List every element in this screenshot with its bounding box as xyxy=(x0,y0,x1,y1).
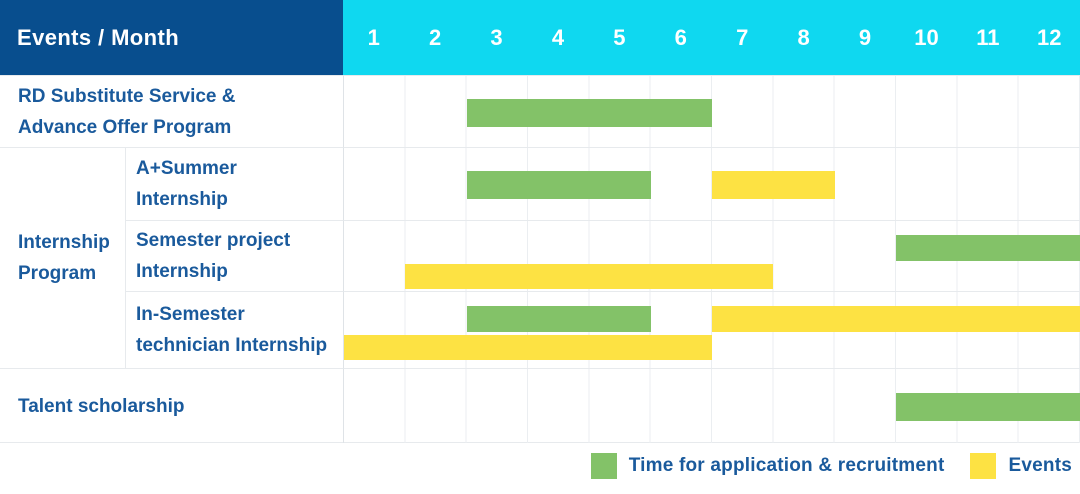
month-label: 3 xyxy=(490,24,503,50)
row-bars-talent-scholarship xyxy=(343,368,1080,443)
gantt-bar-application xyxy=(896,393,1080,421)
row-label-semester-project: Semester project Internship xyxy=(125,220,343,291)
gantt-table: Events / Month 1 2 3 4 5 6 7 8 9 10 11 1… xyxy=(0,0,1080,443)
row-label-line: Talent scholarship xyxy=(18,395,185,417)
legend-swatch-application-icon xyxy=(590,453,617,479)
gantt-bar-application xyxy=(466,306,651,332)
month-label: 8 xyxy=(797,24,810,50)
legend-swatch-events-icon xyxy=(970,453,997,479)
row-label-talent-scholarship: Talent scholarship xyxy=(0,368,343,443)
gantt-bar-events xyxy=(344,335,712,360)
legend-item-application: Time for application & recruitment xyxy=(590,453,945,479)
month-label: 5 xyxy=(613,24,626,50)
month-label: 12 xyxy=(1037,24,1062,50)
row-label-rd-substitute: RD Substitute Service & Advance Offer Pr… xyxy=(0,75,343,147)
row-label-line: In-Semester xyxy=(136,304,245,325)
legend: Time for application & recruitment Event… xyxy=(590,452,1072,480)
row-label-a-plus-summer: A+Summer Internship xyxy=(125,147,343,220)
month-label: 9 xyxy=(858,24,872,50)
row-label-line: Internship xyxy=(136,189,228,210)
group-label-line: Program xyxy=(18,263,97,284)
row-bars-in-semester-technician xyxy=(343,291,1080,368)
month-label: 1 xyxy=(367,24,380,50)
gantt-bar-application xyxy=(466,98,712,127)
month-label: 11 xyxy=(976,24,1000,50)
month-label: 6 xyxy=(674,24,687,50)
events-month-header-cell: Events / Month xyxy=(0,0,343,75)
row-label-line: Internship xyxy=(136,261,228,282)
row-bars-rd-substitute xyxy=(343,75,1080,147)
legend-label-application: Time for application & recruitment xyxy=(628,455,945,476)
row-bars-a-plus-summer xyxy=(343,147,1080,220)
legend-label-events: Events xyxy=(1008,455,1072,476)
month-label: 10 xyxy=(914,24,939,50)
month-label: 2 xyxy=(428,24,442,50)
gantt-bar-application xyxy=(896,235,1080,261)
row-label-line: A+Summer xyxy=(136,158,237,179)
events-month-header-label: Events / Month xyxy=(17,24,180,50)
row-label-line: Advance Offer Program xyxy=(18,116,232,138)
row-bars-semester-project xyxy=(343,220,1080,291)
row-label-in-semester-technician: In-Semester technician Internship xyxy=(125,291,343,368)
gantt-bar-application xyxy=(466,171,651,199)
group-label-internship-program: Internship Program xyxy=(0,147,125,368)
gantt-bar-events xyxy=(405,264,774,289)
month-axis: 1 2 3 4 5 6 7 8 9 10 11 12 xyxy=(343,0,1080,75)
row-label-line: technician Internship xyxy=(136,335,328,356)
row-label-line: RD Substitute Service & xyxy=(18,85,236,107)
legend-item-events: Events xyxy=(970,453,1072,479)
group-label-line: Internship xyxy=(18,232,110,253)
gantt-bar-events xyxy=(712,306,1080,332)
month-label: 4 xyxy=(551,24,565,50)
row-label-line: Semester project xyxy=(136,230,291,251)
month-label: 7 xyxy=(736,24,749,50)
gantt-bar-events xyxy=(712,171,835,199)
